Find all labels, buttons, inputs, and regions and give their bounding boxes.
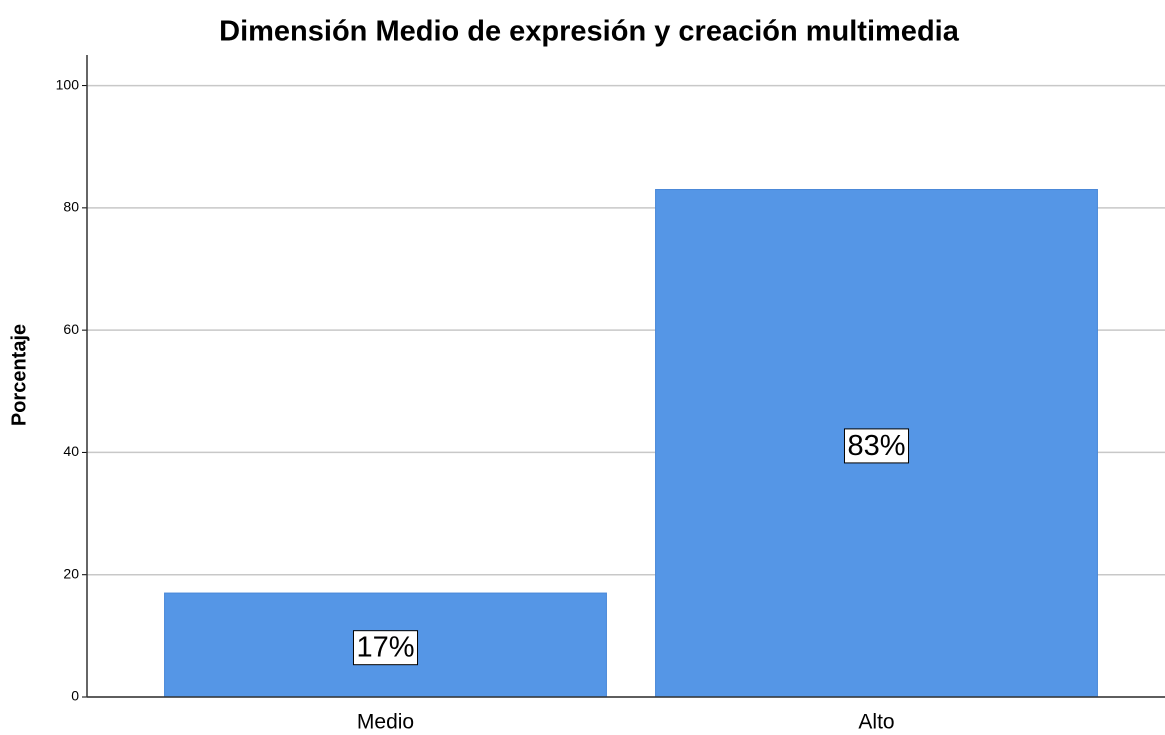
value-label: 83% (847, 430, 905, 462)
x-tick-label: Alto (858, 711, 894, 734)
y-axis-label: Porcentaje (8, 324, 30, 426)
x-tick-label: Medio (357, 711, 414, 734)
y-tick-label: 20 (63, 565, 79, 581)
bar (655, 189, 1098, 698)
chart-title: Dimensión Medio de expresión y creación … (219, 16, 960, 48)
y-tick-label: 80 (63, 199, 79, 215)
value-label: 17% (356, 632, 414, 664)
value-label-box (352, 630, 419, 666)
y-tick-label: 100 (56, 76, 80, 92)
value-label-box (843, 428, 910, 464)
y-tick-label: 60 (63, 321, 79, 337)
y-tick-label: 40 (63, 443, 79, 459)
y-tick-label: 0 (71, 688, 79, 704)
